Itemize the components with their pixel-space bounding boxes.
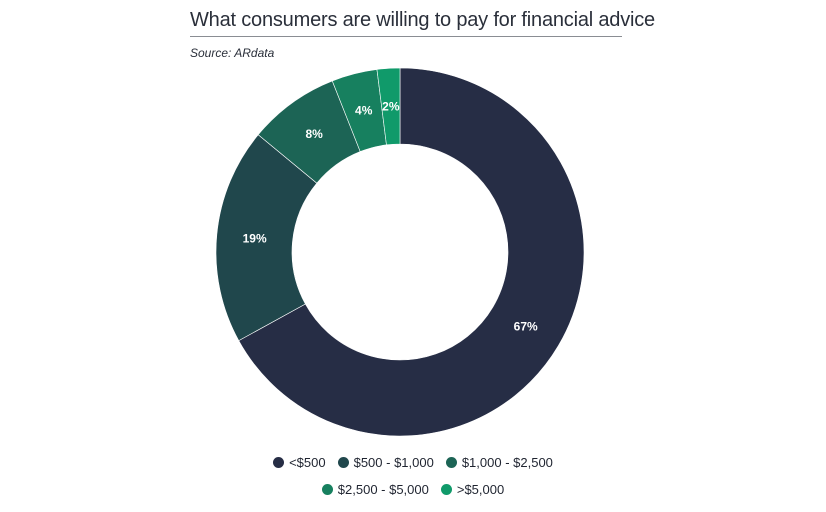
slice-label-5: 2% [382,99,400,113]
legend-label: $2,500 - $5,000 [337,482,429,497]
legend-row-1: <$500 $500 - $1,000 $1,000 - $2,500 [0,455,826,470]
legend-row-2: $2,500 - $5,000 >$5,000 [0,482,826,497]
legend-swatch-icon [440,484,452,495]
legend-item-3: $1,000 - $2,500 [445,455,553,470]
slice-label-4: 4% [355,104,373,118]
title-divider [190,36,622,37]
donut-slice-2 [215,134,318,342]
legend-swatch-icon [321,484,333,495]
slice-label-3: 8% [306,127,324,141]
donut-slice-1 [238,67,585,437]
legend-swatch-icon [445,457,457,468]
source-note: Source: ARdata [190,46,275,60]
donut-slice-5 [376,67,401,146]
legend-item-5: >$5,000 [440,482,505,497]
legend-swatch-icon [337,457,349,468]
legend-swatch-icon [273,457,285,468]
legend-item-4: $2,500 - $5,000 [321,482,429,497]
chart-title: What consumers are willing to pay for fi… [190,9,655,31]
legend-label: $1,000 - $2,500 [461,455,553,470]
slice-label-1: 67% [514,319,538,333]
chart-header: What consumers are willing to pay for fi… [190,6,655,60]
legend-label: >$5,000 [456,482,505,497]
legend-item-1: <$500 [273,455,326,470]
slice-label-2: 19% [243,231,267,245]
legend-item-2: $500 - $1,000 [337,455,434,470]
legend-label: $500 - $1,000 [353,455,434,470]
legend-label: <$500 [289,455,326,470]
